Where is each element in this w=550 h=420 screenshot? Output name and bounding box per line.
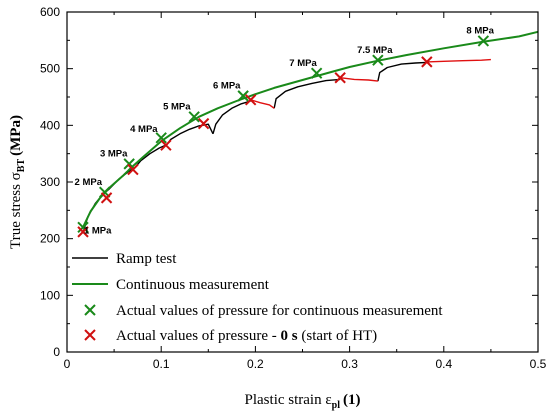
y-axis-title-main: True stress σ: [8, 172, 24, 249]
legend-red-label-part: (start of HT): [298, 328, 378, 344]
red-hold-line: [250, 99, 275, 109]
ramp-test-line: [377, 61, 427, 82]
red-x-marker: [127, 163, 139, 176]
x-tick-label: 0: [64, 357, 71, 371]
cross-stroke: [421, 56, 433, 68]
legend-red-label-bold: 0 s: [281, 328, 298, 344]
axes-layer: 0 0.1 0.2 0.3 0.4 0.5 0 100 200 300 400 500 600 Plast…: [8, 5, 547, 411]
y-tick-label: 600: [40, 5, 60, 19]
cross-stroke: [77, 226, 89, 238]
cross-stroke: [127, 163, 139, 176]
pressure-annotation: 8 MPa: [466, 26, 494, 37]
green-x-marker: [123, 158, 135, 170]
x-tick-label: 0.2: [247, 357, 264, 371]
x-axis-title: Plastic strain εpl (1): [245, 392, 361, 411]
green-x-marker: [237, 90, 249, 102]
cross-stroke: [160, 139, 172, 151]
red-hold-line: [340, 77, 378, 82]
x-tick-label: 0.5: [530, 357, 547, 371]
green-x-marker: [155, 132, 167, 144]
ramp-test-line: [166, 123, 214, 146]
pressure-annotation: 1 MPa: [84, 226, 112, 237]
x-tick-label: 0.3: [341, 357, 358, 371]
x-tick-label: 0.1: [153, 357, 170, 371]
red-x-marker: [244, 94, 257, 106]
pressure-annotation: 6 MPa: [213, 81, 241, 92]
pressure-annotation: 4 MPa: [130, 124, 158, 135]
green-x-marker: [188, 111, 200, 123]
legend-ramp-label: Ramp test: [116, 251, 177, 267]
cross-stroke: [188, 111, 200, 123]
series-layer: [82, 30, 539, 234]
red-x-marker: [100, 192, 113, 204]
y-axis-title-unit: (MPa): [8, 115, 24, 156]
cross-stroke: [84, 304, 96, 316]
ramp-test-line: [212, 100, 251, 134]
y-tick-label: 500: [40, 62, 60, 76]
red-x-marker: [197, 117, 210, 130]
cross-stroke: [98, 186, 111, 198]
cross-stroke: [477, 35, 490, 47]
annotation-layer: 1 MPa 2 MPa 3 MPa 4 MPa 5 MPa 6 MPa 7 MPa 7.5 M…: [75, 26, 495, 237]
red-x-marker: [334, 72, 346, 84]
cross-stroke: [123, 158, 135, 170]
legend-continuous-label: Continuous measurement: [116, 277, 270, 293]
pressure-annotation: 7 MPa: [289, 58, 317, 69]
legend-red-label: Actual values of pressure - 0 s (start o…: [116, 328, 377, 344]
green-x-marker: [477, 35, 490, 47]
red-x-marker: [77, 226, 89, 238]
cross-stroke: [155, 132, 167, 144]
pressure-annotation: 3 MPa: [100, 149, 128, 160]
y-tick-label: 100: [40, 288, 60, 302]
cross-stroke: [197, 117, 210, 130]
cross-stroke: [372, 54, 384, 66]
legend-green-marker: [84, 304, 96, 316]
cross-stroke: [334, 72, 346, 84]
red-hold-line: [426, 58, 491, 63]
cross-stroke: [100, 192, 113, 204]
pressure-annotation: 7.5 MPa: [357, 45, 393, 56]
y-tick-label: 0: [53, 345, 60, 359]
legend-red-marker: [84, 329, 96, 341]
y-tick-label: 400: [40, 118, 60, 132]
legend-green-label: Actual values of pressure for continuous…: [116, 303, 443, 319]
y-tick-label: 300: [40, 175, 60, 189]
x-axis-title-main: Plastic strain ε: [245, 392, 332, 408]
x-axis-title-unit: (1): [343, 392, 361, 408]
red-x-marker: [160, 139, 172, 151]
y-axis-title: True stress σBT (MPa): [8, 115, 27, 249]
red-x-marker: [421, 56, 433, 68]
green-x-marker: [77, 221, 89, 234]
cross-stroke: [77, 221, 89, 234]
cross-stroke: [310, 67, 323, 79]
legend: Ramp test Continuous measurement Actual va…: [72, 251, 443, 344]
x-axis-title-sub: pl: [332, 400, 341, 411]
y-tick-label: 200: [40, 232, 60, 246]
cross-stroke: [237, 90, 249, 102]
ramp-test-line: [134, 143, 168, 169]
ramp-test-line: [273, 78, 341, 109]
continuous-measurement-line: [82, 30, 539, 228]
legend-red-label-part: Actual values of pressure -: [116, 328, 281, 344]
pressure-annotation: 2 MPa: [75, 177, 103, 188]
pressure-annotation: 5 MPa: [163, 101, 191, 112]
y-axis-title-sub: BT: [16, 159, 27, 173]
cross-stroke: [244, 94, 257, 106]
cross-stroke: [84, 329, 96, 341]
x-tick-label: 0.4: [435, 357, 452, 371]
green-x-marker: [310, 67, 323, 79]
marker-layer: [77, 35, 490, 238]
green-x-marker: [372, 54, 384, 66]
